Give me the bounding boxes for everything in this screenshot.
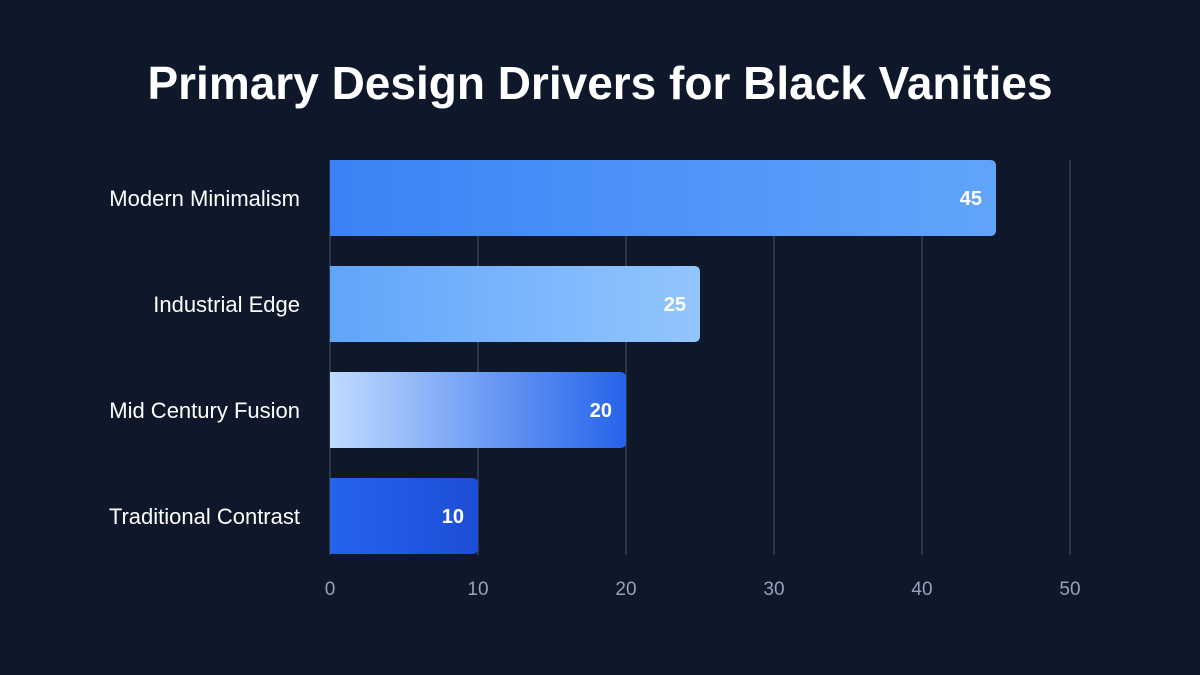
bar xyxy=(330,266,700,342)
category-label: Mid Century Fusion xyxy=(109,398,300,423)
bar-value-label: 20 xyxy=(590,400,612,422)
x-tick-label: 20 xyxy=(615,579,636,600)
bar xyxy=(330,160,996,236)
bar-value-label: 45 xyxy=(960,188,982,210)
bar xyxy=(330,478,478,554)
x-tick-label: 40 xyxy=(911,579,932,600)
bar-value-label: 10 xyxy=(442,506,464,528)
bar xyxy=(330,372,626,448)
category-label: Traditional Contrast xyxy=(109,504,300,529)
x-axis-ticks: 0 10 20 30 40 50 xyxy=(325,579,1081,600)
category-label: Industrial Edge xyxy=(153,292,300,317)
bars: 45 25 20 10 xyxy=(330,160,996,554)
category-labels: Modern Minimalism Industrial Edge Mid Cent… xyxy=(109,186,300,529)
x-tick-label: 10 xyxy=(467,579,488,600)
bar-value-label: 25 xyxy=(664,294,686,316)
x-tick-label: 0 xyxy=(325,579,336,600)
chart-title: Primary Design Drivers for Black Vanitie… xyxy=(147,57,1053,109)
x-tick-label: 30 xyxy=(763,579,784,600)
category-label: Modern Minimalism xyxy=(109,186,300,211)
x-tick-label: 50 xyxy=(1059,579,1080,600)
